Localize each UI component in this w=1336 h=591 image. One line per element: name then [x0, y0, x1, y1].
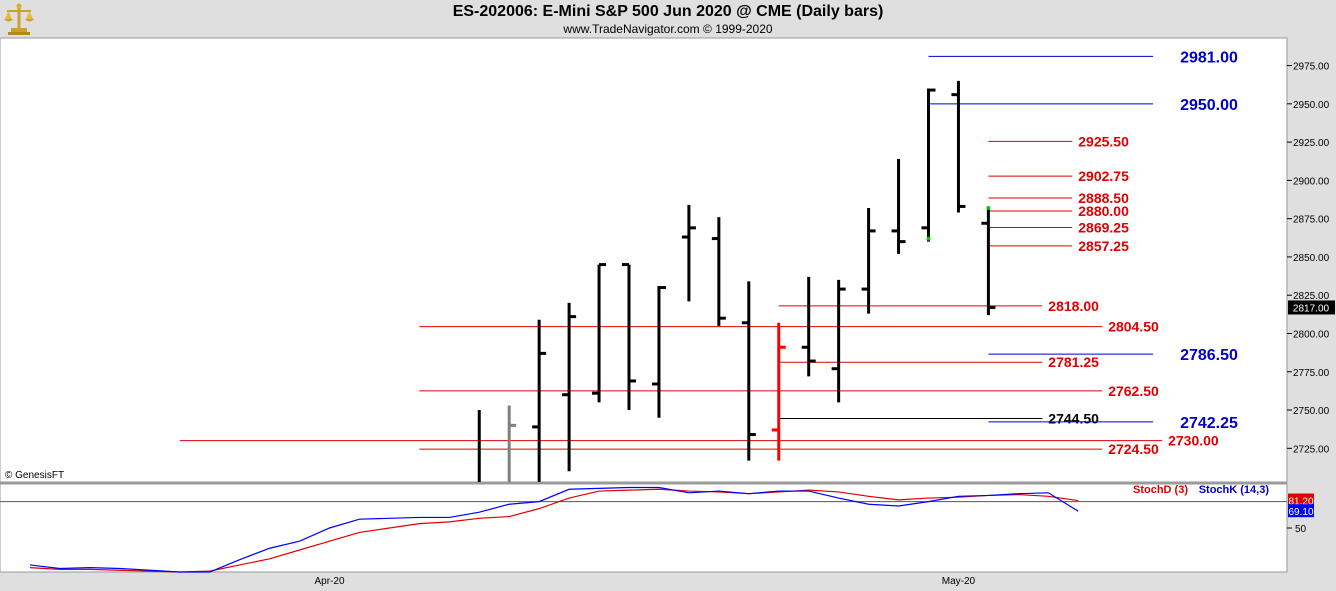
price-tick-label: 2875.00	[1293, 215, 1330, 226]
price-panel-bg	[0, 37, 1288, 483]
price-tick-label: 2900.00	[1293, 176, 1330, 187]
stochk-value-text: 69.10	[1288, 507, 1313, 518]
signal-markers	[926, 205, 991, 241]
copyright-label: © GenesisFT	[5, 470, 64, 481]
level-label: 2730.00	[1168, 433, 1219, 449]
stochd-value-text: 81.20	[1288, 497, 1313, 508]
level-label: 2742.25	[1180, 415, 1238, 432]
level-label: 2818.00	[1048, 298, 1099, 314]
stoch-axis-ticks: 50	[0, 501, 1307, 535]
price-tick-label: 2800.00	[1293, 329, 1330, 340]
level-label: 2902.75	[1078, 168, 1129, 184]
level-label: 2786.50	[1180, 347, 1238, 364]
level-label: 2888.50	[1078, 190, 1129, 206]
chart-subtitle: www.TradeNavigator.com © 1999-2020	[563, 22, 773, 36]
last-price-badge	[1288, 300, 1335, 315]
last-price-text: 2817.00	[1293, 303, 1330, 314]
stochk-legend: StochK (14,3)	[1199, 484, 1270, 496]
stoch-tick-label: 50	[1295, 524, 1307, 535]
level-label: 2880.00	[1078, 203, 1129, 219]
level-label: 2744.50	[1048, 410, 1099, 426]
stochastic-panel-bg	[0, 483, 1288, 573]
price-tick-label: 2725.00	[1293, 444, 1330, 455]
level-label: 2981.00	[1180, 49, 1238, 66]
gold-scales-logo-icon	[2, 2, 36, 36]
level-label: 2804.50	[1108, 319, 1159, 335]
price-tick-label: 2950.00	[1293, 100, 1330, 111]
level-label: 2950.00	[1180, 97, 1238, 114]
x-axis-labels: Apr-20 May-20	[314, 576, 975, 587]
price-axis-ticks: 2725.00 2750.00 2775.00 2800.00 2825.00 2850.…	[1287, 62, 1330, 455]
x-axis-label: Apr-20	[314, 576, 344, 587]
level-label: 2925.50	[1078, 133, 1129, 149]
signal-marker-dot	[986, 205, 991, 210]
stochd-value-badge	[1288, 493, 1314, 507]
ohlc-bars	[477, 80, 996, 482]
stochk-value-badge	[1288, 504, 1314, 518]
price-tick-label: 2750.00	[1293, 406, 1330, 417]
level-lines: 2981.00 2950.00 2925.50 2902.75 2888.502880.…	[179, 49, 1238, 457]
price-tick-label: 2775.00	[1293, 368, 1330, 379]
level-label: 2857.25	[1078, 238, 1129, 254]
price-tick-label: 2975.00	[1293, 62, 1330, 73]
level-label: 2781.25	[1048, 354, 1099, 370]
price-tick-label: 2825.00	[1293, 291, 1330, 302]
level-label: 2724.50	[1108, 441, 1159, 457]
price-tick-label: 2850.00	[1293, 253, 1330, 264]
signal-marker-dot	[926, 236, 931, 241]
stochk-line	[29, 486, 1079, 573]
level-label: 2762.50	[1108, 383, 1159, 399]
x-axis-label: May-20	[942, 576, 976, 587]
stochd-legend: StochD (3)	[1133, 484, 1188, 496]
chart-title: ES-202006: E-Mini S&P 500 Jun 2020 @ CME…	[452, 3, 884, 20]
stochd-line	[29, 488, 1079, 573]
price-tick-label: 2925.00	[1293, 138, 1330, 149]
stochastic-lines	[29, 486, 1079, 573]
level-label: 2869.25	[1078, 219, 1129, 235]
chart-header: ES-202006: E-Mini S&P 500 Jun 2020 @ CME…	[0, 0, 1336, 38]
